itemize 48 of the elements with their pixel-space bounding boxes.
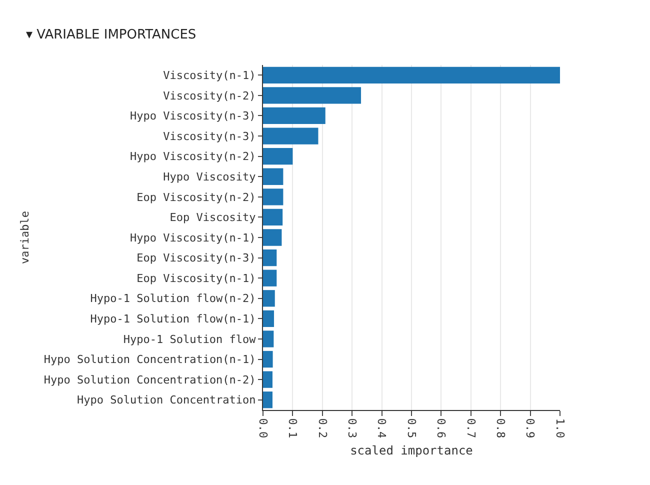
bar [263,188,284,206]
y-tick-label: Eop Viscosity(n-2) [136,190,256,204]
y-tick-label: Hypo-1 Solution flow [123,332,256,346]
y-tick-label: Viscosity(n-3) [163,130,256,143]
x-tick-label: 0.6 [434,418,448,438]
bar [263,371,272,388]
y-tick-label: Hypo Viscosity(n-2) [130,150,256,164]
bar [263,148,293,165]
y-tick-label: Hypo Viscosity [163,170,256,184]
y-tick-label: Eop Viscosity(n-1) [136,272,256,285]
y-tick-label: Viscosity(n-2) [163,89,256,102]
y-tick-label: Eop Viscosity [170,211,256,224]
x-tick-label: 0.0 [256,418,270,438]
x-tick-label: 0.7 [464,418,478,438]
x-tick-label: 0.9 [524,418,537,438]
y-tick-label: Eop Viscosity(n-3) [136,252,256,265]
x-tick-label: 0.5 [404,418,418,438]
bar [263,66,560,84]
x-tick-label: 0.3 [346,418,359,438]
y-tick-label: Hypo-1 Solution flow(n-2) [90,292,256,306]
text: ▾ VARIABLE IMPORTANCES [26,28,196,42]
y-tick-label: Hypo Solution Concentration [76,394,256,407]
bar [263,249,277,266]
bar [263,392,272,408]
bar [263,270,277,286]
bar [263,229,282,246]
bar [263,208,283,226]
bar [263,107,326,124]
bar [263,290,275,307]
y-tick-label: Hypo Solution Concentration(n-2) [44,373,256,386]
x-tick-label: 0.2 [316,418,329,438]
y-tick-label: Hypo Solution Concentration(n-1) [44,353,256,366]
y-axis-title: variable [18,211,32,264]
y-tick-label: Hypo Viscosity(n-3) [130,110,256,123]
y-tick-label: Hypo Viscosity(n-1) [130,231,256,244]
bar [263,87,362,104]
x-tick-label: 1.0 [553,418,566,438]
x-axis-title: scaled importance [350,443,473,458]
y-tick-label: Hypo-1 Solution flow(n-1) [90,312,256,326]
bar [263,350,273,368]
bar [263,128,318,144]
x-tick-label: 0.4 [375,418,388,438]
x-tick-label: 0.8 [494,418,508,438]
y-tick-label: Viscosity(n-1) [163,69,256,82]
x-tick-label: 0.1 [286,418,300,438]
bar [263,168,284,185]
bar [263,310,274,327]
bar [263,330,274,348]
